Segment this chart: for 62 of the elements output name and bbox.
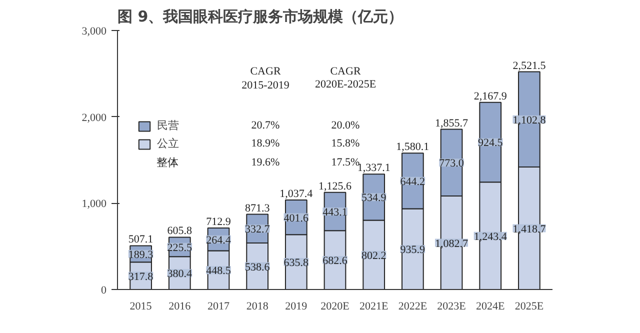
x-tick-label: 2022E [398,300,428,312]
data-label: 924.5 [478,137,504,150]
total-label: 605.8 [167,225,193,238]
data-label: 1,243.4 [474,230,508,243]
annotation: 18.9% [251,138,280,150]
total-label: 2,167.9 [474,90,508,102]
annotation: 19.6% [251,156,280,168]
y-tick-label: 3,000 [82,26,107,38]
annotation: 2015-2019 [242,80,290,92]
total-label: 1,580.1 [396,141,430,154]
data-label: 682.6 [322,255,348,268]
annotation: 整体 [156,156,178,169]
total-label: 507.1 [128,234,154,246]
annotation: CAGR [250,66,282,78]
data-label: 644.2 [400,176,426,188]
data-label: 538.6 [244,261,270,274]
data-label: 332.7 [244,224,270,236]
x-tick-label: 2021E [359,300,388,312]
total-label: 712.9 [206,216,232,228]
annotation: 17.5% [331,156,360,168]
x-tick-label: 2019 [285,300,308,312]
data-label: 635.8 [284,257,310,270]
annotation: CAGR [330,66,362,78]
total-label: 1,037.4 [280,188,314,200]
chart-title: 图 9、我国眼科医疗服务市场规模（亿元） [118,8,404,26]
data-label: 935.9 [400,244,426,256]
x-tick-label: 2023E [437,300,466,312]
y-tick-label: 0 [101,284,107,296]
x-tick-label: 2017 [207,300,230,312]
x-tick-label: 2025E [514,300,544,312]
data-label: 773.0 [439,158,464,170]
annotation: 20.0% [331,120,360,132]
total-label: 1,125.6 [318,180,352,192]
total-label: 1,337.1 [357,162,390,174]
data-label: 534.9 [361,192,387,204]
legend-label: 公立 [157,136,179,151]
x-tick-label: 2015 [130,300,152,312]
data-label: 189.3 [128,248,154,261]
data-label: 1,102.8 [512,114,546,126]
data-label: 1,082.7 [435,238,469,250]
data-label: 443.1 [322,206,348,218]
total-label: 871.3 [244,202,270,214]
data-label: 401.6 [284,212,310,224]
total-label: 1,855.7 [435,117,469,130]
annotation: 15.8% [331,138,360,150]
x-tick-label: 2024E [476,300,505,312]
data-label: 264.4 [206,234,232,246]
annotation: 20.7% [251,120,280,132]
legend-label: 民营 [157,118,179,133]
x-tick-label: 2020E [320,300,350,312]
annotation: 2020E-2025E [314,78,376,90]
data-label: 225.5 [167,242,193,254]
data-label: 448.5 [206,265,232,278]
y-tick-label: 1,000 [82,198,107,210]
data-label: 1,418.7 [512,223,546,236]
data-label: 802.2 [361,250,386,262]
data-label: 317.8 [128,270,154,283]
data-label: 380.4 [167,268,193,280]
x-tick-label: 2016 [168,300,192,312]
x-tick-label: 2018 [246,300,269,312]
total-label: 2,521.5 [512,60,546,72]
y-tick-label: 2,000 [82,112,107,124]
